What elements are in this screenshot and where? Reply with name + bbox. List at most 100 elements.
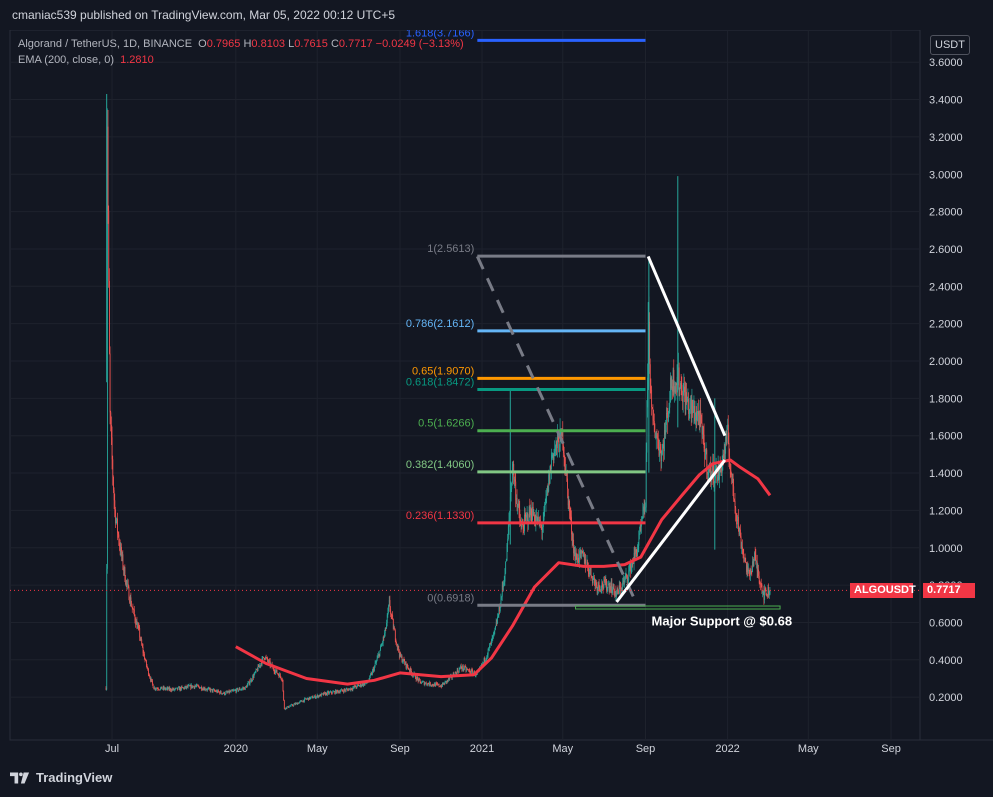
candle-body	[281, 679, 283, 681]
candle-body	[627, 580, 629, 581]
candle-body	[115, 520, 117, 524]
candle-body	[760, 584, 762, 586]
candle-body	[618, 590, 620, 594]
candle-body	[723, 449, 725, 459]
candle-body	[235, 690, 237, 693]
candle-body	[202, 688, 204, 690]
candle-body	[584, 559, 586, 564]
candle-body	[301, 700, 303, 702]
candle-body	[230, 691, 231, 692]
candle-body	[380, 646, 381, 651]
currency-button[interactable]: USDT	[930, 35, 970, 55]
candle-body	[555, 445, 556, 451]
candle-body	[750, 568, 752, 572]
candle-body	[322, 693, 324, 695]
candle-body	[319, 694, 321, 697]
y-tick-label: 3.6000	[929, 57, 963, 69]
ema-label[interactable]: EMA (200, close, 0)	[18, 54, 114, 66]
candle-body	[199, 687, 201, 689]
candle-body	[337, 690, 338, 692]
candle-body	[401, 656, 402, 657]
candle-body	[468, 669, 470, 671]
candle-body	[670, 377, 672, 388]
candle-body	[635, 549, 637, 553]
candle-body	[625, 573, 627, 577]
candle-body	[238, 689, 240, 691]
candle-body	[723, 454, 725, 459]
candle-body	[558, 440, 560, 452]
candle-body	[600, 588, 602, 591]
candle-body	[627, 575, 628, 581]
fib-level-label: 0.786(2.1612)	[406, 318, 475, 330]
candle-body	[741, 546, 743, 549]
candle-body	[586, 561, 588, 567]
y-tick-label: 2.0000	[929, 356, 963, 368]
candle-body	[692, 411, 694, 413]
candle-body	[331, 693, 333, 694]
candle-body	[184, 687, 186, 689]
candle-body	[165, 688, 167, 690]
candle-body	[630, 562, 632, 573]
candle-body	[528, 507, 530, 522]
candle-body	[160, 687, 161, 690]
candle-body	[569, 500, 570, 512]
candle-body	[520, 525, 522, 528]
candle-body	[434, 683, 436, 687]
candle-body	[384, 627, 386, 634]
candle-body	[262, 656, 264, 658]
candle-body	[267, 660, 269, 663]
candle-body	[137, 625, 139, 629]
candle-body	[172, 688, 174, 690]
y-tick-label: 1.6000	[929, 431, 963, 443]
candle-body	[553, 453, 554, 460]
candle-body	[448, 678, 450, 680]
candle-body	[345, 690, 346, 691]
candle-body	[542, 526, 544, 533]
candle-body	[499, 607, 501, 612]
candle-body	[662, 448, 663, 455]
candle-body	[699, 410, 701, 426]
candle-body	[766, 593, 768, 596]
candle-body	[765, 590, 767, 594]
candle-body	[467, 669, 469, 670]
candle-body	[151, 678, 153, 681]
candle-body	[767, 586, 769, 597]
candle-body	[605, 579, 607, 585]
candle-body	[392, 619, 394, 629]
candle-body	[530, 507, 531, 516]
y-tick-label: 2.2000	[929, 319, 963, 331]
candle-body	[518, 503, 519, 506]
candle-body	[588, 566, 589, 573]
candle-body	[209, 687, 211, 690]
candle-body	[265, 657, 266, 660]
candle-body	[290, 704, 292, 707]
candle-body	[653, 420, 655, 432]
candle-body	[264, 658, 266, 660]
candle-body	[373, 668, 375, 671]
candle-body	[429, 682, 431, 686]
candle-body	[269, 660, 270, 662]
candle-body	[195, 686, 196, 687]
candle-body	[285, 707, 287, 710]
candle-body	[177, 687, 179, 690]
tradingview-brand[interactable]: TradingView	[10, 770, 112, 785]
candle-body	[228, 690, 230, 693]
candle-body	[546, 486, 548, 494]
candle-body	[682, 391, 684, 402]
candle-body	[574, 550, 576, 561]
candle-body	[750, 568, 751, 575]
candle-body	[149, 675, 151, 678]
candle-body	[316, 696, 318, 698]
candle-body	[269, 660, 271, 666]
symbol-name[interactable]: Algorand / TetherUS, 1D, BINANCE	[18, 38, 193, 50]
candle-body	[139, 628, 141, 638]
candle-body	[660, 447, 661, 450]
candle-body	[707, 472, 709, 475]
candle-body	[594, 580, 596, 586]
candle-body	[304, 698, 305, 702]
high-label: H	[243, 38, 252, 50]
candle-body	[219, 691, 221, 694]
candle-body	[502, 585, 504, 587]
candle-body	[158, 689, 159, 690]
